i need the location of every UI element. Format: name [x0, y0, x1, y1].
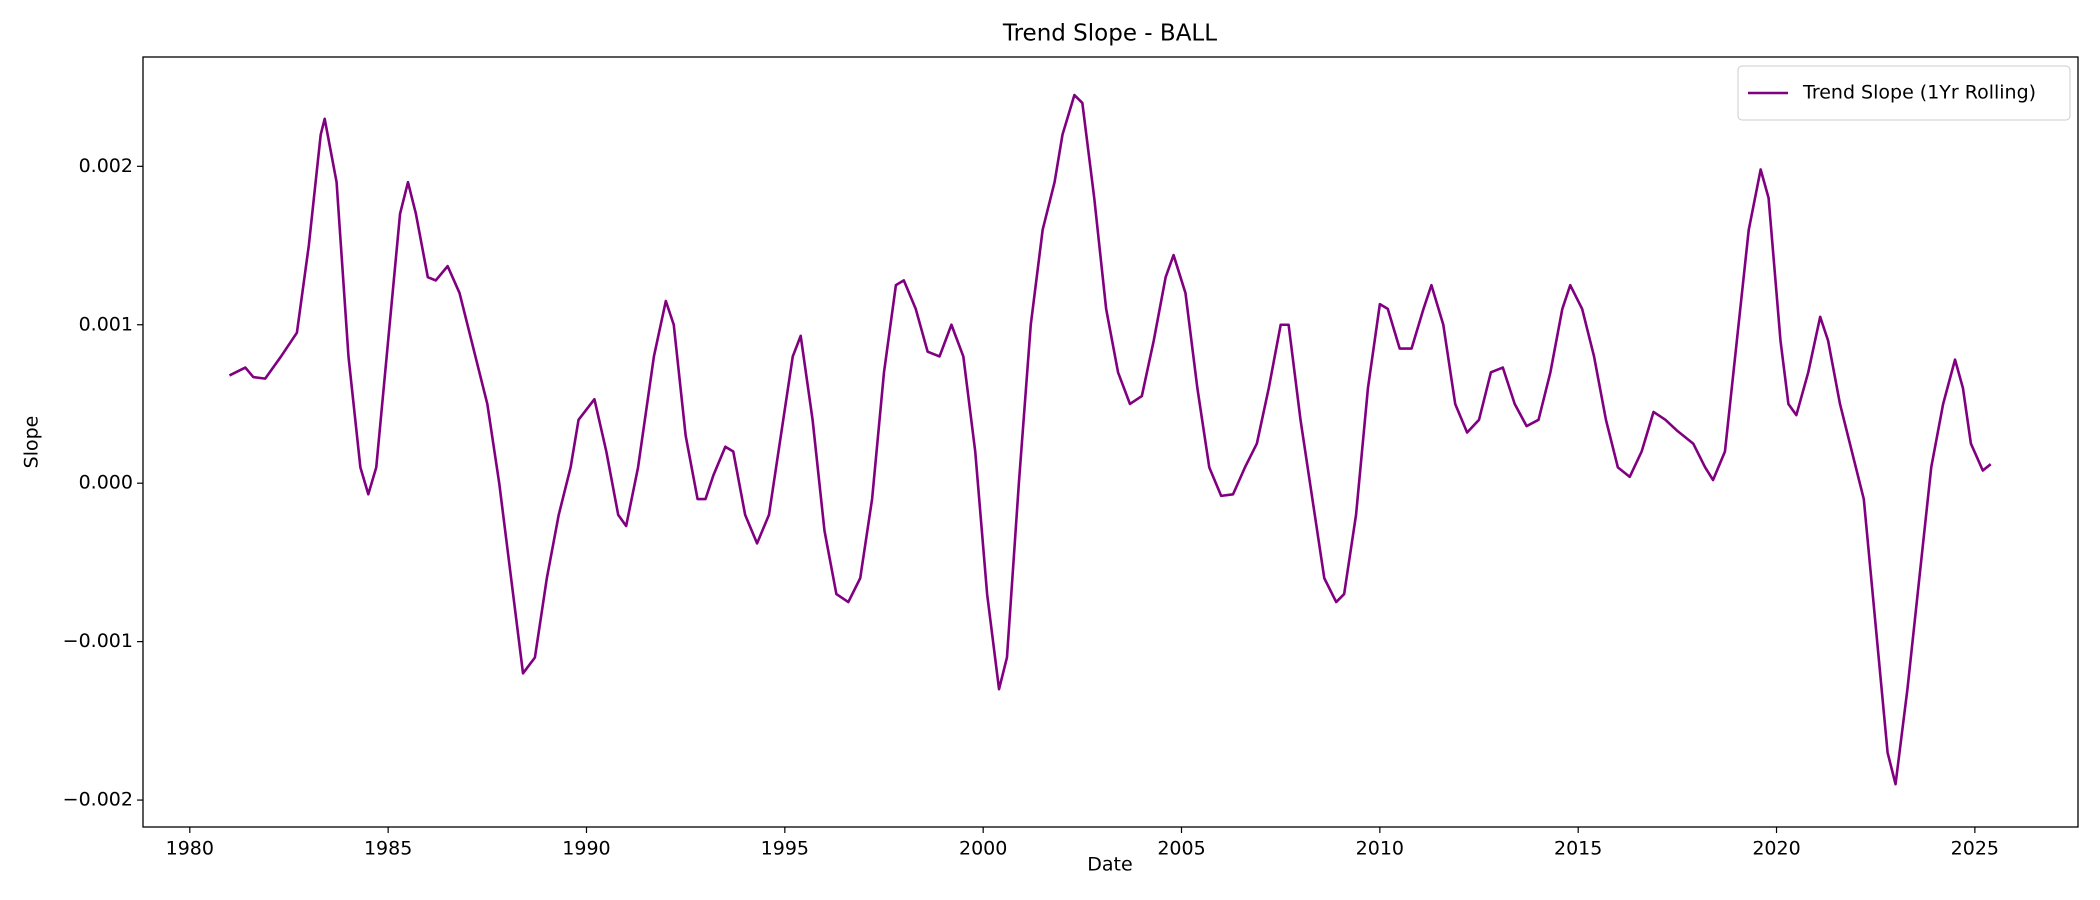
x-tick-label: 2005 [1157, 838, 1205, 860]
x-tick-label: 1980 [166, 838, 214, 860]
legend-box [1737, 65, 2071, 121]
y-tick-label: 0.002 [79, 155, 133, 177]
x-tick-label: 2000 [959, 838, 1007, 860]
x-tick-label: 2025 [1951, 838, 1999, 860]
x-tick-label: 2015 [1554, 838, 1602, 860]
x-tick-label: 2010 [1356, 838, 1404, 860]
x-tick-label: 2020 [1752, 838, 1800, 860]
y-tick-label: −0.001 [63, 630, 133, 652]
x-tick-label: 1995 [761, 838, 809, 860]
x-tick-label: 1990 [562, 838, 610, 860]
plot-frame [142, 56, 2079, 828]
y-tick-label: −0.002 [63, 789, 133, 811]
x-axis-label: Date [1087, 854, 1132, 876]
y-tick-label: 0.001 [79, 313, 133, 335]
x-tick-label: 1985 [364, 838, 412, 860]
y-tick-label: 0.000 [79, 472, 133, 494]
legend-label: Trend Slope (1Yr Rolling) [1802, 82, 2036, 104]
chart-title: Trend Slope - BALL [1002, 21, 1217, 47]
data-line [228, 93, 1992, 786]
y-axis-label: Slope [21, 416, 43, 469]
